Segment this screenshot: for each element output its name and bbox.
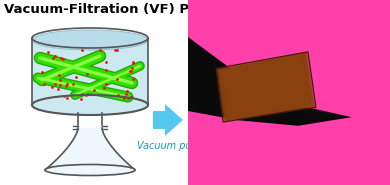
Ellipse shape — [45, 164, 135, 176]
Polygon shape — [45, 128, 135, 170]
Point — [57, 84, 63, 87]
Point — [128, 95, 134, 98]
Text: Vacuum-Filtration (VF) Process: Vacuum-Filtration (VF) Process — [4, 3, 238, 16]
Ellipse shape — [32, 30, 148, 50]
Polygon shape — [218, 52, 314, 122]
Point — [130, 60, 136, 63]
Point — [121, 96, 128, 99]
Point — [96, 49, 103, 52]
Point — [115, 94, 121, 97]
Polygon shape — [219, 53, 313, 121]
Point — [45, 50, 51, 53]
Point — [70, 83, 76, 86]
Point — [114, 78, 120, 81]
Point — [56, 74, 62, 77]
Text: Vacuum pump: Vacuum pump — [137, 141, 207, 151]
Point — [39, 71, 45, 74]
Point — [128, 69, 134, 72]
Polygon shape — [220, 53, 312, 121]
Point — [103, 68, 110, 71]
Point — [82, 94, 89, 97]
Point — [58, 56, 64, 59]
Point — [112, 49, 119, 52]
Polygon shape — [188, 0, 390, 126]
Polygon shape — [153, 104, 183, 136]
Point — [79, 92, 85, 95]
Point — [122, 93, 129, 96]
Point — [113, 48, 120, 51]
Point — [91, 89, 97, 92]
Point — [84, 72, 90, 75]
Point — [123, 90, 129, 92]
Point — [125, 97, 131, 100]
Point — [130, 78, 136, 80]
Ellipse shape — [32, 95, 148, 115]
Point — [73, 75, 79, 78]
Point — [78, 97, 84, 100]
Point — [64, 82, 70, 85]
Point — [50, 57, 56, 60]
Point — [63, 85, 69, 88]
Point — [103, 60, 110, 63]
Point — [64, 97, 70, 100]
Point — [60, 58, 66, 61]
Bar — [188, 0, 390, 185]
Point — [129, 62, 136, 65]
Point — [52, 55, 58, 58]
Polygon shape — [222, 54, 310, 120]
Polygon shape — [32, 40, 148, 105]
Point — [129, 67, 135, 70]
Point — [41, 82, 47, 85]
Point — [101, 87, 108, 90]
Point — [57, 78, 63, 81]
Point — [52, 83, 58, 85]
Point — [49, 85, 55, 88]
Polygon shape — [188, 111, 390, 185]
Point — [127, 70, 133, 73]
Polygon shape — [216, 52, 316, 122]
Point — [103, 83, 109, 86]
Point — [79, 49, 85, 52]
Point — [61, 94, 67, 97]
Point — [55, 88, 62, 90]
